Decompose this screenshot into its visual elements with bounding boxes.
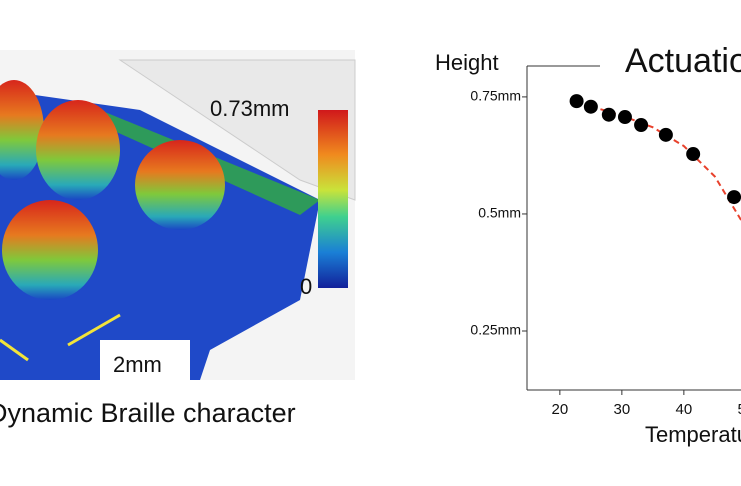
data-point <box>686 147 701 162</box>
data-point <box>658 127 673 142</box>
surface-image <box>0 50 356 380</box>
y-tick-label: 0.5mm <box>478 205 521 221</box>
colorbar-min: 0 <box>300 274 312 299</box>
x-tick-label: 20 <box>552 401 569 418</box>
scale-label: 2mm <box>113 352 162 377</box>
data-point <box>569 94 584 109</box>
data-point <box>634 117 649 132</box>
data-point <box>617 110 632 125</box>
x-tick-label: 30 <box>614 401 631 418</box>
data-point <box>583 99 598 114</box>
x-axis-label: Temperature <box>645 422 741 447</box>
data-point <box>727 190 741 205</box>
y-tick-label: 0.75mm <box>470 88 521 104</box>
colorbar-max: 0.73mm <box>210 96 289 121</box>
chart-title: Actuation <box>625 42 741 80</box>
y-tick-label: 0.25mm <box>470 322 521 338</box>
caption: Dynamic Braille character <box>0 398 296 428</box>
data-point <box>601 107 616 122</box>
y-axis-label: Height <box>435 50 499 75</box>
x-tick-label: 50 <box>738 401 741 418</box>
x-tick-label: 40 <box>676 401 693 418</box>
fit-curve <box>590 105 741 222</box>
